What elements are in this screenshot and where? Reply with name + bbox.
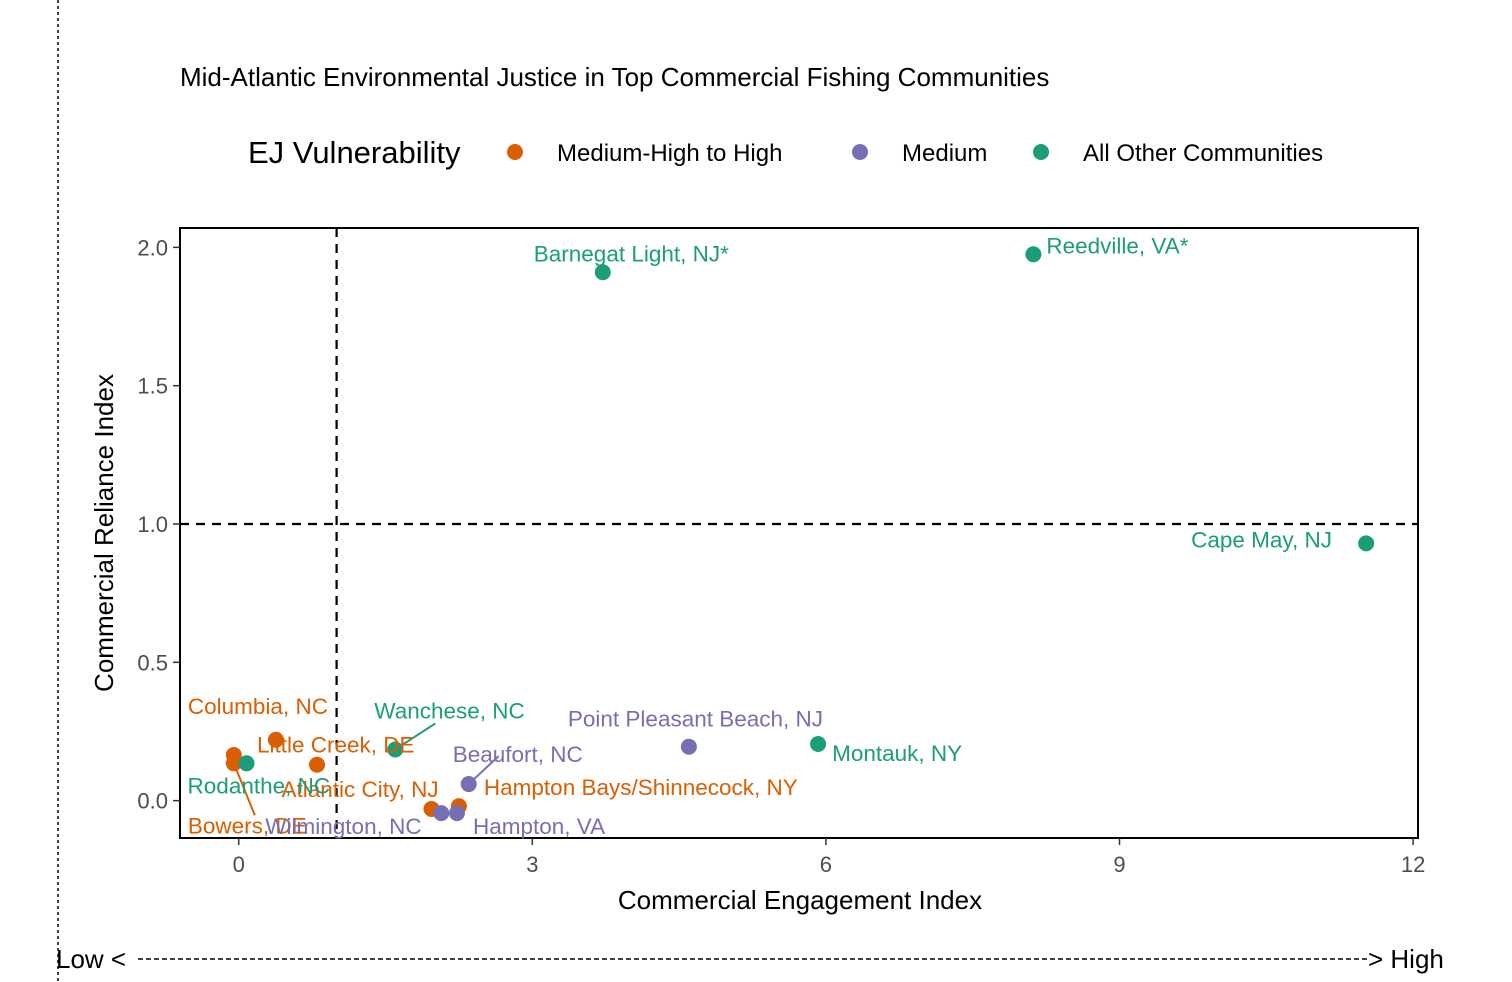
x-tick-label: 12 — [1401, 852, 1425, 877]
data-point — [309, 756, 326, 773]
y-tick-label: 1.0 — [137, 512, 168, 537]
x-tick-label: 9 — [1113, 852, 1125, 877]
x-tick-label: 0 — [233, 852, 245, 877]
point-label: Rodanthe, NC — [188, 773, 331, 798]
data-point — [433, 805, 450, 822]
legend-key-medium — [852, 144, 868, 160]
y-axis-title: Commercial Reliance Index — [89, 374, 119, 692]
x-tick-label: 6 — [820, 852, 832, 877]
y-tick-label: 0.0 — [137, 789, 168, 814]
y-tick-label: 2.0 — [137, 235, 168, 260]
point-label: Columbia, NC — [188, 694, 328, 719]
legend-label-all-other: All Other Communities — [1083, 140, 1323, 167]
point-label: Point Pleasant Beach, NJ — [568, 707, 823, 732]
reference-lines — [180, 228, 1418, 838]
data-point — [810, 735, 827, 752]
legend: EJ Vulnerability Medium-High to High Med… — [248, 135, 1323, 170]
point-label: Wilmington, NC — [265, 814, 421, 839]
legend-key-medium-high — [507, 144, 523, 160]
data-point — [448, 805, 465, 822]
legend-title: EJ Vulnerability — [248, 135, 461, 170]
high-label: > High — [1368, 944, 1444, 974]
data-point — [267, 731, 284, 748]
data-point — [680, 738, 697, 755]
point-label: Beaufort, NC — [453, 742, 583, 767]
point-label: Wanchese, NC — [374, 698, 524, 723]
label-connector — [232, 762, 256, 816]
point-label: Little Creek, DE — [257, 733, 415, 758]
y-axis: 0.0 0.5 1.0 1.5 2.0 — [137, 235, 180, 814]
point-label: Barnegat Light, NJ* — [534, 241, 729, 266]
y-tick-label: 1.5 — [137, 374, 168, 399]
data-point — [594, 264, 611, 281]
data-point — [225, 755, 242, 772]
point-label: Cape May, NJ — [1191, 527, 1332, 552]
plot-panel — [179, 227, 1419, 839]
x-axis: 0 3 6 9 12 — [233, 838, 1425, 877]
data-point — [238, 755, 255, 772]
point-label: Montauk, NY — [832, 741, 962, 766]
point-labels: Columbia, NC Little Creek, DE Bowers, DE At… — [188, 233, 1332, 839]
data-point — [1358, 535, 1375, 552]
legend-label-medium: Medium — [902, 140, 987, 167]
chart-title: Mid-Atlantic Environmental Justice in To… — [180, 62, 1049, 92]
point-label: Reedville, VA* — [1046, 233, 1188, 258]
legend-label-medium-high: Medium-High to High — [557, 140, 782, 167]
point-label: Bowers, DE — [188, 813, 307, 838]
point-label: Hampton Bays/Shinnecock, NY — [484, 775, 798, 800]
data-points — [225, 246, 1375, 822]
y-tick-label: 0.5 — [137, 650, 168, 675]
x-tick-label: 3 — [526, 852, 538, 877]
data-point — [1025, 246, 1042, 263]
data-point — [460, 776, 477, 793]
x-axis-title: Commercial Engagement Index — [618, 885, 982, 915]
point-label: Hampton, VA — [473, 814, 605, 839]
low-label: Low < — [56, 944, 126, 974]
legend-key-all-other — [1033, 144, 1049, 160]
data-point — [387, 741, 404, 758]
point-label: Atlantic City, NJ — [282, 777, 439, 802]
